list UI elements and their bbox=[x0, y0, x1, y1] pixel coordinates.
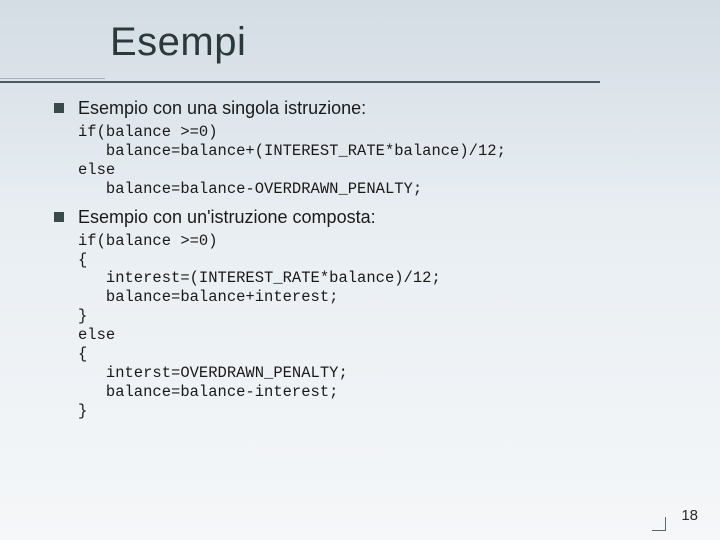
square-bullet-icon bbox=[54, 103, 64, 113]
rule-light bbox=[0, 78, 105, 79]
code-block: if(balance >=0) { interest=(INTEREST_RAT… bbox=[78, 232, 690, 421]
rule-dark bbox=[0, 81, 600, 83]
bullet-item: Esempio con un'istruzione composta: bbox=[54, 207, 690, 228]
square-bullet-icon bbox=[54, 212, 64, 222]
slide: Esempi Esempio con una singola istruzion… bbox=[0, 0, 720, 540]
corner-decoration-icon bbox=[650, 515, 666, 531]
content-area: Esempio con una singola istruzione: if(b… bbox=[54, 98, 690, 429]
page-number: 18 bbox=[681, 507, 698, 524]
bullet-label: Esempio con un'istruzione composta: bbox=[78, 207, 376, 228]
code-block: if(balance >=0) balance=balance+(INTERES… bbox=[78, 123, 690, 199]
slide-title: Esempi bbox=[110, 20, 246, 65]
bullet-item: Esempio con una singola istruzione: bbox=[54, 98, 690, 119]
bullet-label: Esempio con una singola istruzione: bbox=[78, 98, 366, 119]
